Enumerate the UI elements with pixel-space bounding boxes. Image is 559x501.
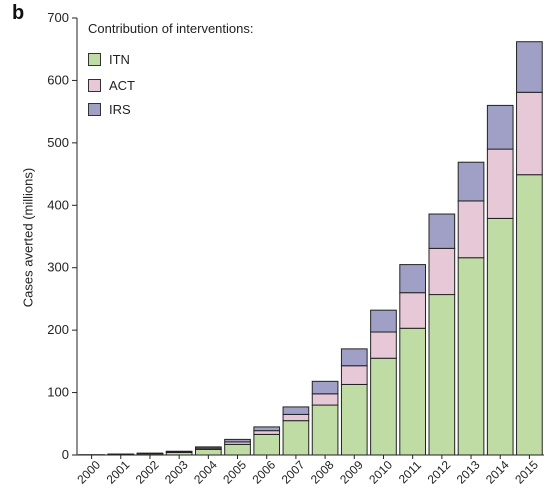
y-axis-label: Cases averted (millions) — [20, 167, 36, 308]
x-tick-label: 2001 — [104, 458, 133, 487]
y-tick-label: 600 — [47, 72, 69, 87]
legend-label-irs: IRS — [109, 101, 131, 117]
x-tick-label: 2014 — [483, 458, 512, 487]
bar-itn-2004 — [195, 448, 222, 456]
bar-itn-2005 — [224, 443, 251, 456]
bar-act-2009 — [340, 365, 368, 385]
legend-title: Contribution of interventions: — [88, 21, 254, 36]
bar-act-2011 — [399, 292, 426, 329]
bar-irs-2009 — [340, 348, 368, 367]
x-tick-label: 2006 — [249, 458, 278, 487]
bar-irs-2007 — [282, 406, 310, 415]
bar-act-2015 — [516, 91, 543, 176]
bar-itn-2013 — [457, 257, 485, 456]
bar-irs-2010 — [370, 309, 397, 333]
bar-irs-2008 — [311, 380, 339, 395]
x-tick-label: 2009 — [337, 458, 366, 487]
x-tick-label: 2007 — [279, 458, 308, 487]
bar-act-2012 — [428, 247, 456, 296]
legend-item-act: ACT — [88, 77, 135, 93]
x-tick-label: 2015 — [512, 458, 541, 487]
x-tick-label: 2012 — [425, 458, 454, 487]
y-tick-label: 700 — [47, 10, 69, 25]
legend-item-irs: IRS — [88, 101, 131, 117]
bar-act-2008 — [311, 393, 339, 406]
bar-irs-2005 — [224, 438, 251, 443]
y-tick-label: 400 — [47, 197, 69, 212]
bar-irs-2013 — [457, 161, 485, 202]
bar-act-2014 — [486, 148, 514, 219]
y-tick-label: 500 — [47, 135, 69, 150]
x-tick-label: 2005 — [220, 458, 249, 487]
bar-itn-2012 — [428, 294, 456, 456]
bar-itn-2015 — [516, 174, 543, 456]
y-tick-label: 100 — [47, 385, 69, 400]
y-tick-label: 0 — [62, 447, 69, 462]
bar-itn-2014 — [486, 217, 514, 456]
bar-itn-2006 — [253, 433, 281, 456]
y-tick-label: 200 — [47, 322, 69, 337]
bar-itn-2007 — [282, 420, 310, 456]
legend-item-itn: ITN — [88, 51, 130, 67]
panel-label: b — [12, 2, 25, 24]
bar-itn-2010 — [370, 357, 397, 456]
legend-label-itn: ITN — [109, 51, 130, 67]
bar-act-2006 — [253, 430, 281, 435]
x-tick-label: 2010 — [366, 458, 395, 487]
bar-act-2007 — [282, 413, 310, 422]
x-tick-label: 2011 — [396, 458, 424, 486]
bars-group — [78, 41, 543, 456]
legend-swatch-itn — [88, 52, 101, 66]
legend-label-act: ACT — [109, 77, 135, 93]
bar-irs-2015 — [516, 41, 543, 93]
bar-irs-2014 — [486, 104, 514, 150]
x-tick-label: 2004 — [191, 458, 220, 487]
x-tick-label: 2000 — [74, 458, 103, 487]
legend-swatch-act — [88, 78, 101, 92]
bar-act-2013 — [457, 200, 485, 259]
bar-itn-2011 — [399, 327, 426, 456]
bar-irs-2003 — [165, 450, 193, 453]
bar-act-2010 — [370, 331, 397, 359]
x-tick-label: 2002 — [133, 458, 162, 487]
y-tick-label: 300 — [47, 260, 69, 275]
bar-irs-2006 — [253, 426, 281, 432]
bar-itn-2009 — [340, 383, 368, 456]
legend-swatch-irs — [88, 102, 101, 116]
x-tick-label: 2013 — [454, 458, 483, 487]
bar-irs-2004 — [195, 446, 222, 449]
bar-irs-2011 — [399, 264, 426, 294]
bar-irs-2012 — [428, 213, 456, 249]
x-tick-label: 2008 — [308, 458, 337, 487]
x-tick-label: 2003 — [162, 458, 191, 487]
bar-itn-2008 — [311, 404, 339, 456]
